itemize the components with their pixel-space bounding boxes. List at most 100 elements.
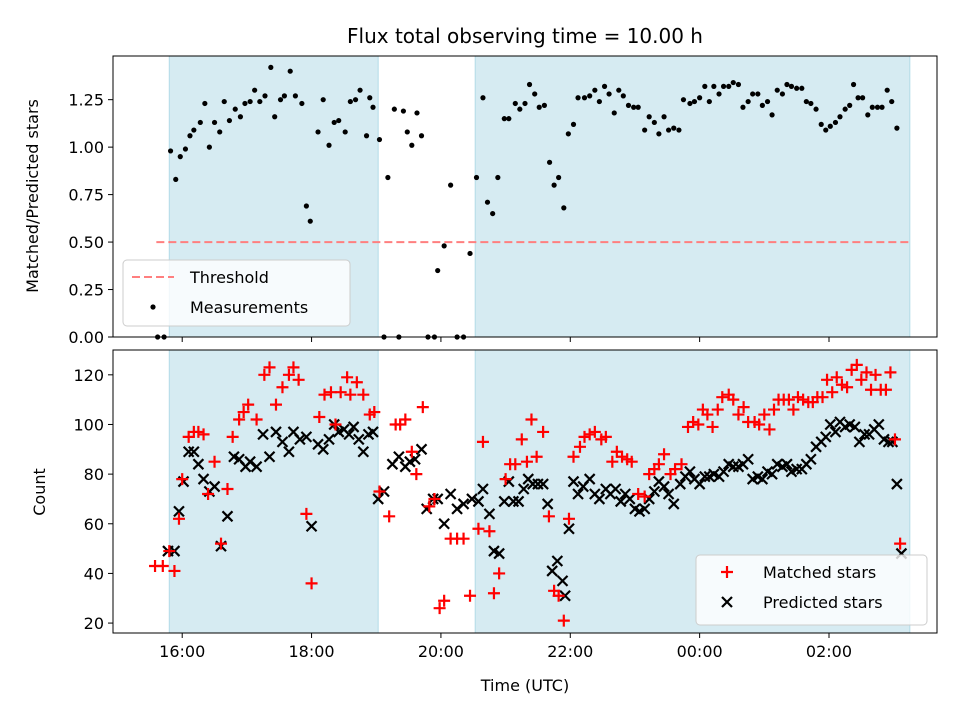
matched-star-point: [687, 415, 700, 428]
measurement-point: [448, 182, 454, 188]
predicted-star-point: [684, 465, 696, 478]
measurement-point: [561, 205, 567, 211]
predicted-star-point: [805, 453, 817, 466]
measurement-point: [536, 104, 542, 110]
matched-star-point: [732, 408, 745, 421]
measurement-point: [546, 159, 553, 165]
measurement-point: [221, 98, 227, 105]
matched-star-point: [341, 371, 354, 384]
predicted-star-point: [517, 483, 530, 495]
predicted-star-point: [372, 493, 384, 505]
measurement-point: [606, 91, 612, 97]
measurement-point: [191, 127, 197, 133]
matched-star-point: [787, 403, 800, 416]
matched-star-point: [578, 430, 591, 443]
matched-star-point: [638, 490, 651, 503]
matched-star-point: [632, 487, 645, 500]
matched-star-point: [499, 473, 512, 486]
predicted-star-point: [197, 473, 210, 485]
measurement-point: [252, 87, 258, 93]
measurement-point: [697, 95, 703, 101]
measurement-point: [894, 125, 900, 131]
measurement-point: [206, 144, 212, 150]
predicted-star-point: [583, 473, 596, 485]
measurement-point: [326, 142, 332, 148]
measurement-point: [720, 83, 727, 89]
predicted-star-point: [873, 418, 885, 431]
measurement-point: [620, 93, 626, 99]
measurement-point: [376, 136, 383, 143]
predicted-star-point: [357, 446, 370, 458]
predicted-star-point: [472, 495, 485, 508]
predicted-star-point: [717, 465, 730, 478]
matched-star-point: [208, 455, 221, 468]
matched-star-point: [357, 388, 370, 401]
measurement-point: [865, 112, 871, 118]
predicted-star-point: [742, 453, 754, 466]
measurement-point: [889, 98, 895, 105]
matched-star-point: [583, 428, 596, 441]
predicted-star-point: [317, 443, 329, 456]
predicted-star-point: [512, 495, 525, 508]
measurement-point: [347, 98, 353, 105]
matched-star-point: [716, 391, 729, 404]
matched-star-point: [287, 361, 300, 374]
measurement-point: [774, 87, 780, 93]
matched-star-point: [768, 403, 781, 416]
matched-star-point: [850, 358, 863, 371]
chart-title: Flux total observing time = 10.00 h: [347, 24, 703, 48]
measurement-point: [501, 116, 507, 122]
y-tick-label: 80: [84, 465, 104, 484]
measurement-point: [277, 97, 284, 103]
bottom-y-ticks: 20 40 60 80 100 120: [73, 366, 113, 633]
matched-star-point: [438, 594, 451, 607]
measurement-point: [490, 210, 496, 217]
predicted-star-point: [343, 428, 355, 441]
measurement-point: [303, 203, 309, 209]
x-tick-label: 02:00: [806, 642, 852, 661]
predicted-star-point: [498, 495, 511, 508]
predicted-stars-points: [162, 416, 908, 602]
matched-star-point: [706, 420, 719, 433]
matched-star-point: [233, 413, 246, 426]
measurement-point: [850, 81, 857, 88]
measurement-point: [532, 91, 538, 97]
matched-star-point: [172, 512, 185, 525]
matched-star-point: [599, 430, 612, 443]
y-tick-label: 0.75: [68, 186, 104, 205]
top-legend: Threshold Measurements: [122, 259, 351, 327]
predicted-star-point: [693, 478, 706, 490]
matched-star-point: [537, 425, 550, 438]
y-tick-label: 0.00: [68, 328, 104, 347]
measurement-point: [784, 81, 790, 88]
measurement-point: [299, 100, 305, 107]
matched-star-point: [567, 450, 580, 463]
measurement-point: [799, 85, 805, 91]
shaded-interval-1: [168, 349, 379, 634]
matched-star-point: [423, 500, 436, 513]
matched-star-point: [344, 388, 357, 401]
measurement-point: [526, 81, 533, 88]
measurement-point: [363, 133, 370, 139]
predicted-star-point: [609, 483, 622, 495]
measurement-point: [320, 97, 326, 103]
predicted-star-point: [300, 431, 313, 443]
matched-star-point: [373, 485, 386, 498]
x-tick-label: 16:00: [159, 642, 205, 661]
predicted-star-point: [367, 426, 379, 438]
matched-star-point: [753, 418, 766, 431]
measurement-point: [391, 106, 397, 112]
predicted-star-point: [674, 478, 687, 490]
matched-star-point: [368, 406, 381, 419]
matched-star-point: [405, 445, 418, 458]
measurement-point: [661, 114, 667, 120]
predicted-star-point: [849, 421, 861, 433]
matched-star-point: [552, 589, 565, 602]
measurement-point: [292, 93, 298, 99]
measurement-point: [551, 182, 557, 188]
predicted-star-point: [781, 458, 793, 470]
measurement-point: [357, 87, 363, 93]
matched-star-point: [701, 408, 714, 421]
measurement-point: [404, 129, 410, 135]
